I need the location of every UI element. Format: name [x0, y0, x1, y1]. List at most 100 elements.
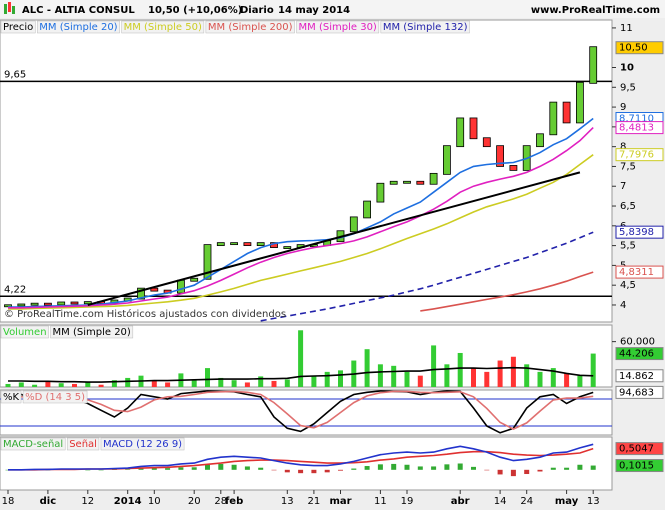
y-tick-label: 9,5 — [620, 82, 636, 93]
y-tick-label: 11 — [620, 23, 633, 34]
volume-bar — [377, 364, 383, 387]
candle — [137, 287, 145, 300]
candle — [363, 200, 372, 219]
value-label: 94,683 — [619, 387, 654, 398]
value-label: 4,8311 — [619, 267, 654, 278]
volume-bar — [125, 377, 131, 387]
series-line — [7, 390, 594, 430]
y-tick-label: 6,5 — [620, 201, 636, 212]
volume-bar — [218, 377, 224, 387]
histogram-bar — [457, 463, 463, 470]
value-label: 0,1015 — [619, 461, 654, 472]
horizontal-line-label: 9,65 — [4, 69, 26, 80]
candle — [496, 145, 505, 167]
histogram-bar — [590, 465, 596, 470]
x-tick-label: 14 — [494, 496, 507, 507]
volume-bar — [258, 376, 264, 387]
y-tick-label: 8 — [620, 142, 626, 153]
volume-bar — [85, 381, 91, 387]
x-tick-label: feb — [225, 496, 243, 507]
volume-bar — [271, 380, 277, 387]
x-tick-label: abr — [451, 496, 470, 507]
watermark: © ProRealTime.com Históricos ajustados c… — [4, 308, 286, 320]
histogram-bar — [178, 467, 184, 470]
histogram-bar — [284, 469, 290, 473]
legend-box — [0, 437, 66, 451]
legend-entry: Señal — [69, 439, 97, 450]
volume-bar — [590, 353, 596, 387]
x-tick-label: 2014 — [114, 496, 142, 507]
header-bar — [0, 0, 665, 18]
volume-bar — [231, 380, 237, 387]
volume-bar — [298, 330, 304, 387]
candle — [549, 101, 558, 136]
candle — [589, 46, 598, 84]
histogram-bar — [564, 467, 570, 470]
x-tick-label: 28 — [214, 496, 227, 507]
histogram-bar — [244, 466, 250, 470]
histogram-bar — [431, 466, 437, 470]
histogram-bar — [417, 466, 423, 470]
histogram-bar — [151, 467, 157, 470]
value-box — [615, 442, 664, 456]
volume-bar — [58, 383, 64, 387]
histogram-bar — [258, 467, 264, 470]
histogram-bar — [218, 463, 224, 470]
candle — [349, 216, 358, 233]
value-box — [615, 265, 664, 279]
header-period: Diario — [240, 5, 274, 16]
histogram-bar — [125, 469, 131, 470]
legend-box — [0, 325, 49, 339]
volume-bar — [151, 380, 157, 387]
horizontal-line-label: 4,22 — [4, 284, 26, 295]
y-tick-label: 9 — [620, 102, 626, 113]
histogram-bar — [524, 469, 530, 475]
candle — [256, 242, 265, 247]
volume-bar — [364, 349, 370, 387]
volume-bar — [284, 379, 290, 387]
value-label: 5,8398 — [619, 227, 654, 238]
candle — [482, 137, 491, 148]
candle — [429, 172, 438, 185]
volume-bar — [550, 368, 556, 387]
value-label: 0,5047 — [619, 444, 654, 455]
candle — [44, 302, 52, 306]
candle — [389, 180, 398, 185]
volume-bar — [484, 371, 490, 387]
legend-box — [50, 325, 134, 339]
x-tick-label: 11 — [374, 496, 387, 507]
value-box — [615, 459, 664, 473]
candle — [283, 246, 292, 249]
x-tick-label: 13 — [281, 496, 294, 507]
candle — [403, 180, 411, 184]
volume-bar — [524, 364, 530, 387]
value-label: 8,4813 — [619, 123, 654, 134]
volume-bar — [5, 383, 11, 387]
volume-bar — [577, 375, 583, 387]
legend-box — [380, 20, 470, 34]
series-line — [260, 231, 594, 322]
histogram-bar — [338, 469, 343, 471]
legend-box — [37, 20, 120, 34]
volume-bar — [72, 383, 77, 387]
volume-bar — [338, 370, 343, 387]
histogram-bar — [311, 469, 317, 474]
series-line — [420, 271, 594, 312]
legend-box — [296, 20, 380, 34]
volume-bar — [510, 356, 516, 387]
histogram-bar — [497, 469, 503, 475]
legend-entry: MACD (12 26 9) — [103, 439, 182, 450]
legend-entry: MM (Simple 20) — [53, 327, 131, 338]
volume-bar — [417, 375, 423, 387]
x-tick-label: 10 — [148, 496, 161, 507]
candle — [562, 101, 571, 124]
series-line — [7, 390, 594, 434]
candle — [230, 242, 239, 246]
candle — [509, 165, 518, 171]
y-tick-label: 4,5 — [620, 280, 636, 291]
volume-bar — [111, 380, 117, 387]
volume-bar — [191, 379, 197, 387]
volume-bar — [311, 375, 317, 387]
value-label: 44.206 — [619, 349, 654, 360]
